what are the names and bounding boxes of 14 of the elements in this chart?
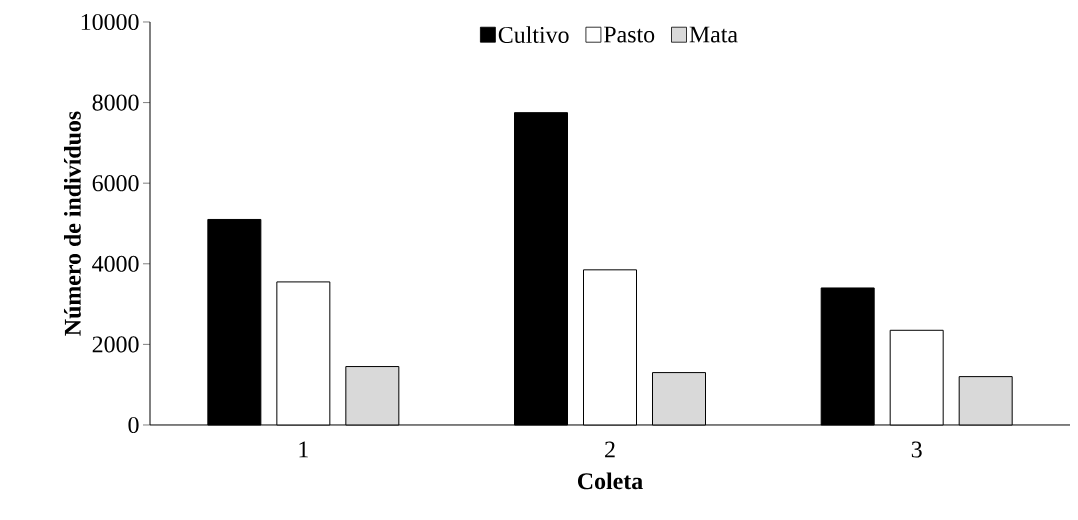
y-tick-label: 8000 [92,94,139,111]
legend-label: Pasto [603,26,655,43]
y-tick-label: 10000 [81,13,139,31]
x-tick-label: 2 [605,441,615,458]
y-axis-title: Número de indivíduos [63,111,81,336]
x-tick-label: 1 [299,441,308,458]
x-axis-title: Coleta [577,472,643,490]
legend-label: Cultivo [498,26,569,43]
y-tick-label: 4000 [92,255,139,272]
legend-label: Mata [689,26,738,43]
y-tick-label: 0 [128,416,139,434]
y-tick-label: 6000 [92,175,139,192]
y-tick-label: 2000 [92,336,139,353]
x-tick-label: 3 [911,441,922,458]
